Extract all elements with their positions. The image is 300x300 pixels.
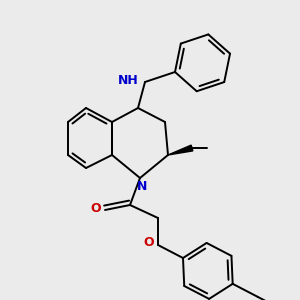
Text: O: O (90, 202, 101, 214)
Text: O: O (143, 236, 154, 250)
Text: NH: NH (118, 74, 139, 86)
Polygon shape (168, 145, 193, 155)
Text: N: N (137, 180, 147, 193)
